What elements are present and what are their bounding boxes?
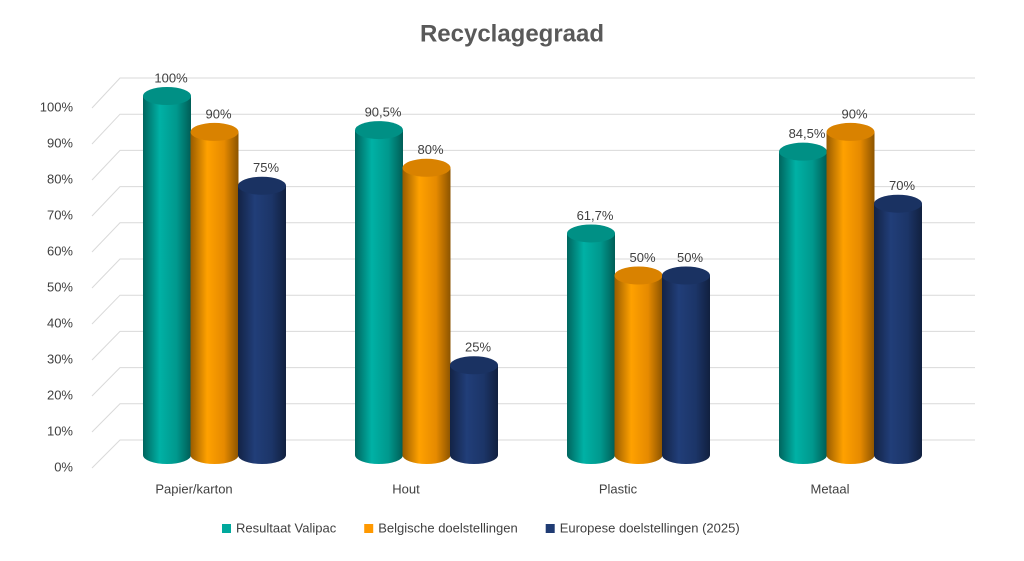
bar (662, 275, 710, 464)
value-label: 90,5% (365, 105, 402, 120)
bar (779, 151, 827, 464)
bar-top (143, 87, 191, 105)
x-tick-label: Plastic (599, 481, 638, 496)
y-tick-label: 80% (47, 171, 73, 186)
value-label: 25% (465, 340, 491, 355)
value-label: 80% (417, 142, 443, 157)
grid-line (91, 222, 975, 253)
bar (143, 96, 191, 464)
bar-top (779, 142, 827, 161)
bar-top (238, 176, 286, 195)
bar (567, 233, 615, 464)
x-tick-label: Metaal (810, 481, 849, 496)
bar-top (355, 121, 403, 140)
bar (614, 275, 663, 464)
bar (238, 185, 286, 464)
y-tick-label: 60% (47, 243, 73, 258)
value-label: 50% (677, 250, 703, 265)
y-tick-label: 0% (54, 459, 73, 474)
legend-label: Europese doelstellingen (2025) (560, 520, 740, 535)
bar-top (826, 122, 875, 141)
bar-top (874, 194, 922, 213)
bar (826, 131, 875, 464)
bar (450, 365, 498, 464)
value-label: 90% (841, 106, 867, 121)
bar (190, 131, 239, 464)
value-label: 84,5% (789, 126, 826, 141)
value-label: 90% (205, 106, 231, 121)
y-tick-label: 10% (47, 423, 73, 438)
grid-line (91, 113, 975, 145)
value-label: 50% (629, 250, 655, 265)
bar (874, 203, 922, 464)
legend-label: Belgische doelstellingen (378, 520, 517, 535)
y-tick-label: 50% (47, 279, 73, 294)
grid-line (91, 77, 975, 109)
bar-top (614, 266, 663, 285)
value-label: 75% (253, 160, 279, 175)
y-tick-label: 20% (47, 387, 73, 402)
x-tick-label: Papier/karton (155, 481, 232, 496)
legend-label: Resultaat Valipac (236, 520, 337, 535)
bar-top (402, 158, 451, 177)
bar-top (567, 224, 615, 243)
bar-top (190, 122, 239, 141)
grid-line (91, 186, 975, 217)
value-label: 70% (889, 178, 915, 193)
y-tick-label: 40% (47, 315, 73, 330)
bar-top (450, 356, 498, 375)
legend-swatch (222, 524, 231, 533)
x-tick-label: Hout (392, 481, 420, 496)
y-tick-label: 70% (47, 207, 73, 222)
bar (402, 167, 451, 465)
value-label: 61,7% (577, 208, 614, 223)
bar (355, 130, 403, 465)
bar-top (662, 266, 710, 285)
chart-title: Recyclagegraad (420, 20, 604, 47)
y-tick-label: 90% (47, 135, 73, 150)
legend-swatch (364, 524, 374, 533)
y-tick-label: 30% (47, 351, 73, 366)
y-tick-label: 100% (40, 99, 74, 114)
grid-line (91, 258, 975, 289)
value-label: 100% (154, 70, 188, 85)
grid-line (91, 149, 975, 181)
legend-swatch (545, 524, 555, 533)
